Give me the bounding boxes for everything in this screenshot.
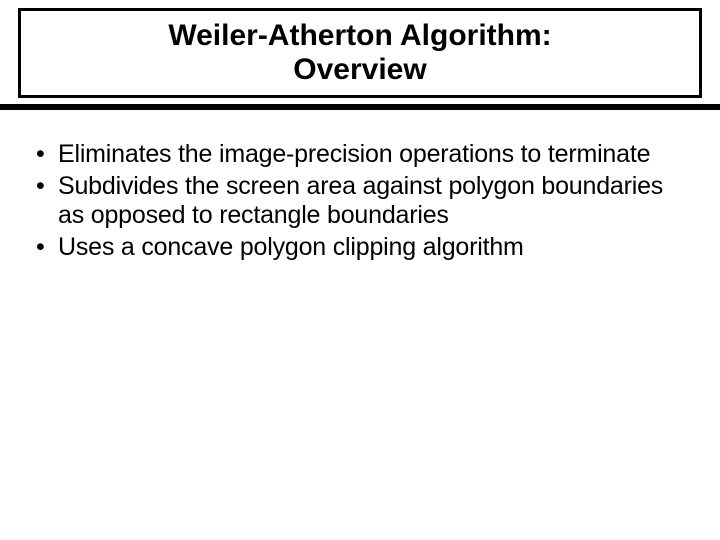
title-box: Weiler-Atherton Algorithm: Overview — [18, 8, 702, 98]
list-item: Subdivides the screen area against polyg… — [30, 172, 680, 231]
title-underline — [0, 104, 720, 110]
bullet-list: Eliminates the image-precision operation… — [30, 140, 680, 262]
list-item: Uses a concave polygon clipping algorith… — [30, 233, 680, 263]
slide-title: Weiler-Atherton Algorithm: Overview — [168, 19, 551, 88]
title-line-2: Overview — [293, 53, 426, 86]
slide: Weiler-Atherton Algorithm: Overview Elim… — [0, 0, 720, 540]
content-area: Eliminates the image-precision operation… — [30, 140, 680, 264]
title-line-1: Weiler-Atherton Algorithm: — [168, 19, 551, 52]
list-item: Eliminates the image-precision operation… — [30, 140, 680, 170]
